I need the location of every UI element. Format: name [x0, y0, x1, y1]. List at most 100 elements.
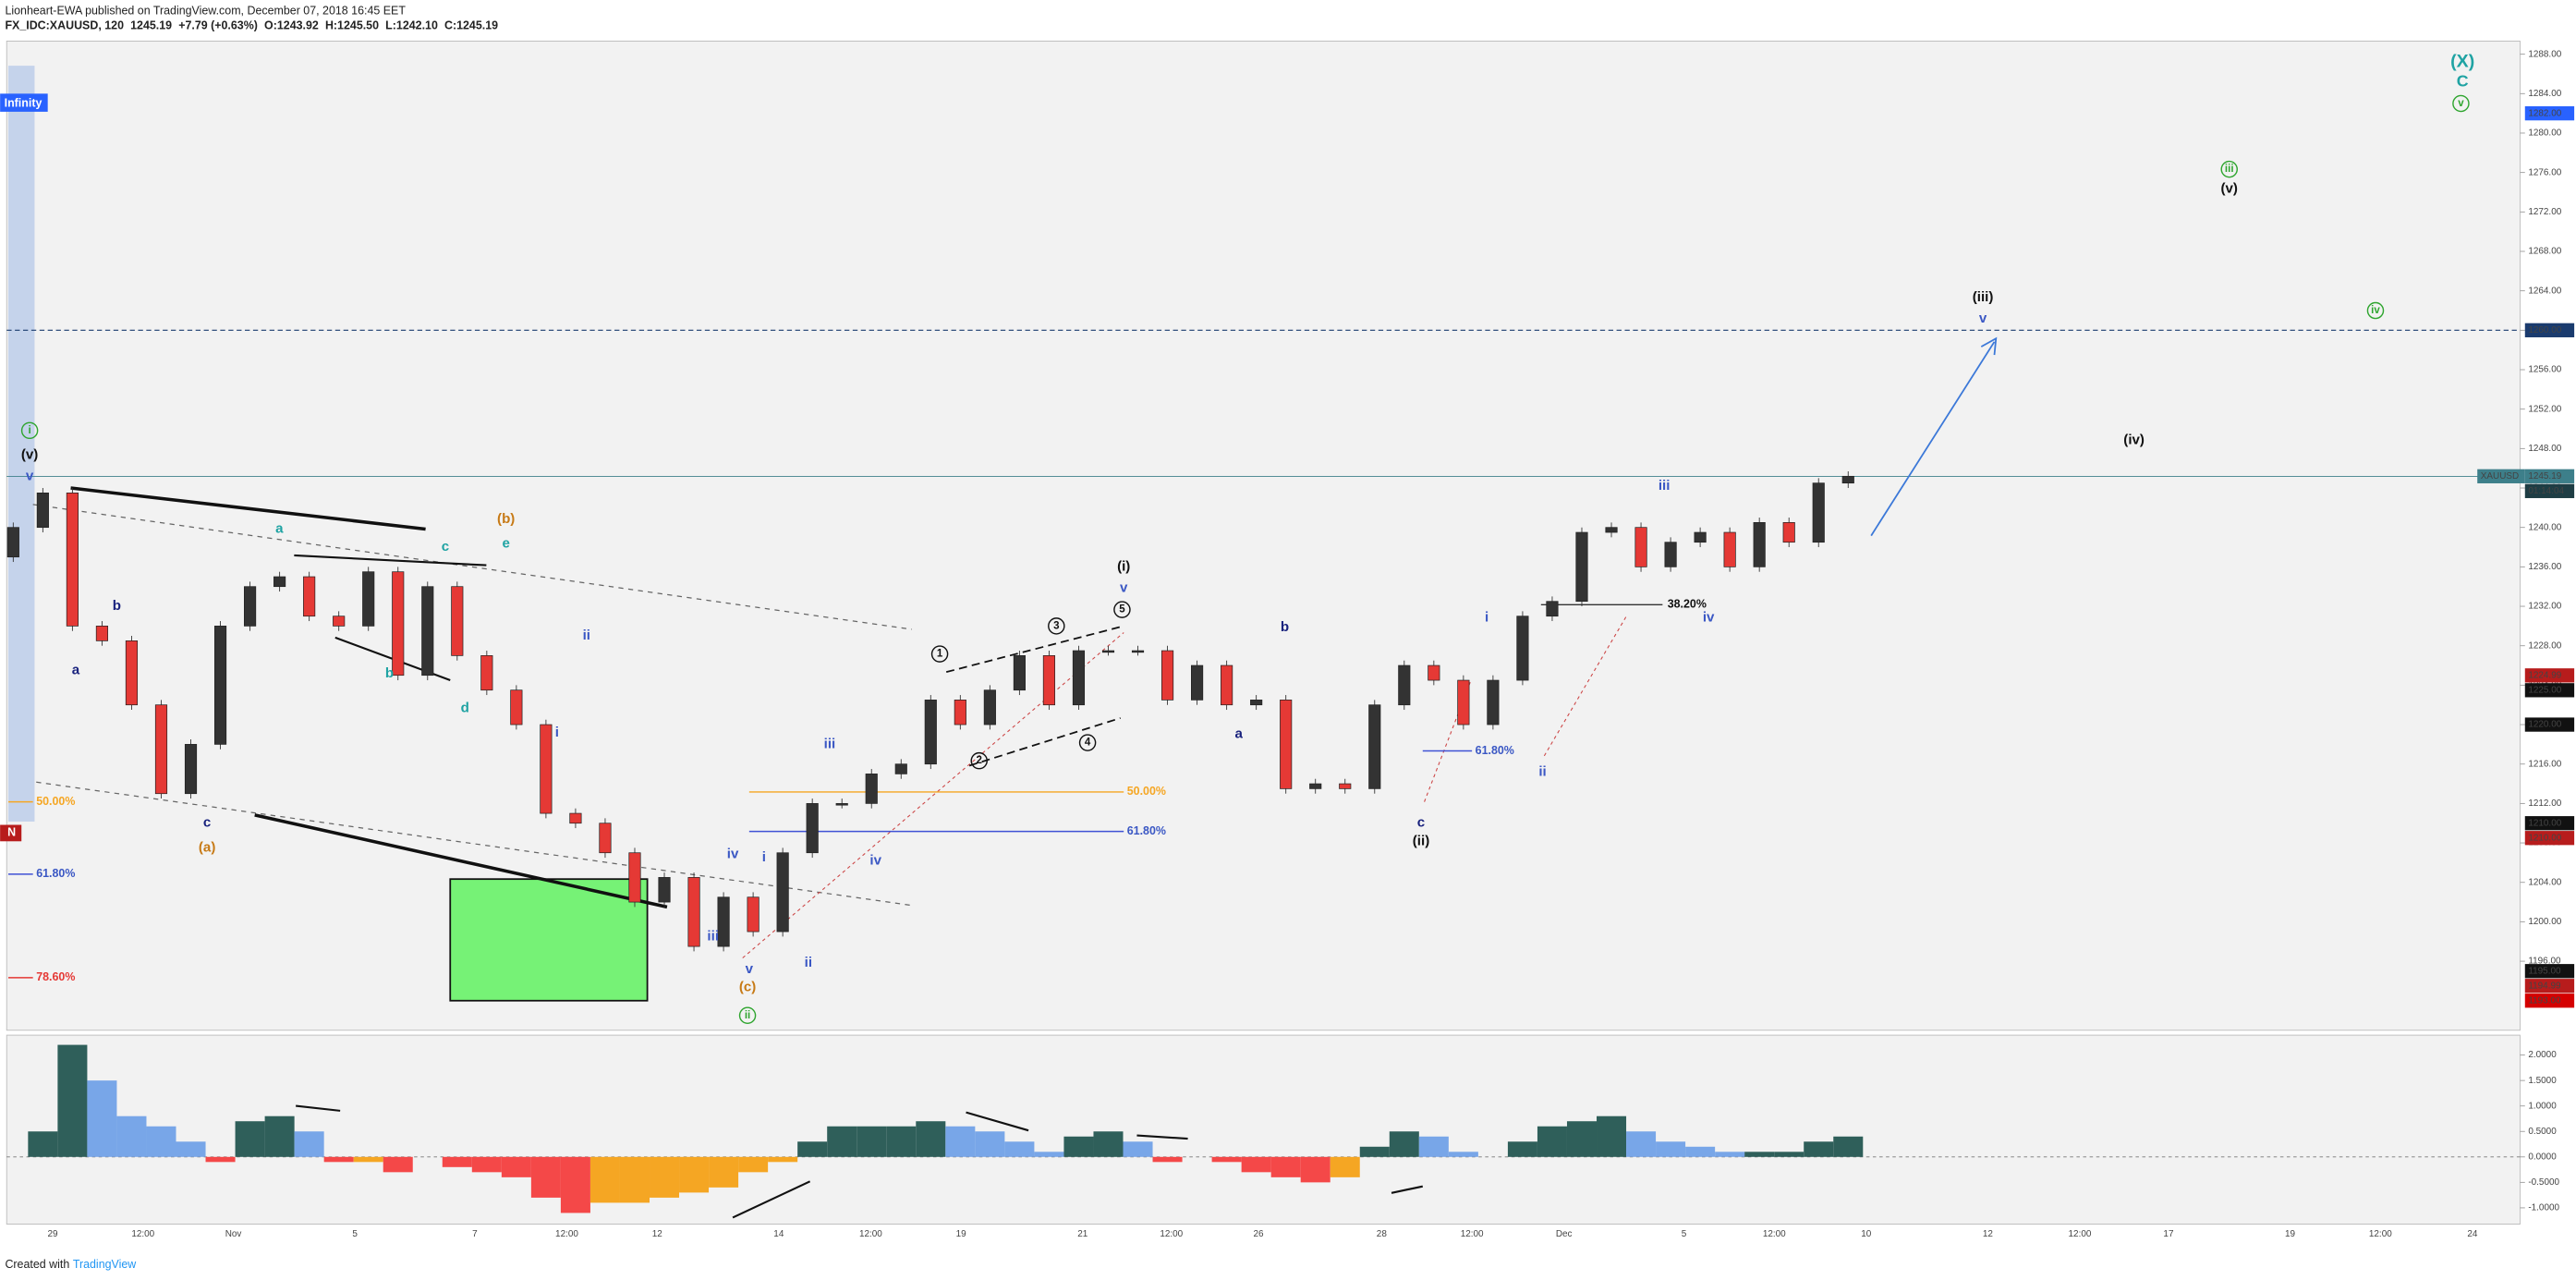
wave-label: (a) — [199, 839, 215, 855]
osc-bar — [1004, 1141, 1035, 1157]
wave-label: 50.00% — [36, 795, 75, 808]
wave-label: 61.80% — [36, 867, 75, 880]
osc-bar — [1804, 1141, 1834, 1157]
y-tick-label: 1256.00 — [2528, 365, 2561, 375]
price-tag — [2524, 469, 2575, 483]
change: +7.79 (+0.63%) — [178, 19, 258, 32]
y-tick-label: 1212.00 — [2528, 798, 2561, 809]
osc-bar — [87, 1080, 117, 1157]
x-tick-label: 29 — [47, 1229, 58, 1239]
osc-bar — [589, 1156, 620, 1203]
osc-bar — [1300, 1156, 1331, 1183]
wave-label: 4 — [1085, 738, 1091, 749]
candle — [1664, 542, 1677, 567]
x-tick-label: 12:00 — [555, 1229, 578, 1239]
osc-bar — [1744, 1152, 1775, 1157]
candle — [36, 493, 49, 529]
candle — [1191, 664, 1204, 701]
candle — [569, 812, 582, 824]
price-tag-label: 1225.00 — [2528, 685, 2561, 695]
candle — [1694, 531, 1707, 543]
price-pane — [6, 41, 2521, 1031]
osc-bar — [679, 1156, 710, 1193]
wave-label: (c) — [739, 980, 756, 995]
x-tick-label: 12:00 — [131, 1229, 154, 1239]
wave-label: ii — [805, 955, 812, 970]
wave-circle — [1048, 617, 1065, 635]
osc-bar — [619, 1156, 650, 1203]
projection-arrow — [1870, 336, 1998, 537]
candle — [1160, 650, 1174, 701]
candle — [1634, 527, 1647, 567]
wave-label: i — [762, 849, 766, 865]
x-tick-label: 24 — [2467, 1229, 2478, 1239]
candle — [125, 640, 139, 706]
osc-tick-label: -1.0000 — [2528, 1203, 2559, 1213]
y-tick-label: 1216.00 — [2528, 759, 2561, 769]
wave-label: iv — [1703, 609, 1715, 625]
candle — [1250, 700, 1263, 706]
wave-label: 61.80% — [1127, 824, 1166, 837]
wave-label: iii — [2225, 164, 2234, 175]
price-tag-label: 1220.00 — [2528, 720, 2561, 730]
candle — [747, 896, 759, 933]
candle — [658, 877, 671, 903]
price-tag — [2524, 717, 2575, 732]
wave-label: 3 — [1053, 620, 1059, 631]
osc-bar — [205, 1156, 236, 1163]
candle — [392, 571, 405, 677]
osc-bar — [353, 1156, 383, 1163]
osc-bar — [975, 1131, 1005, 1157]
osc-bar — [945, 1126, 976, 1157]
wave-label: a — [1234, 726, 1243, 742]
candle — [1428, 664, 1440, 681]
osc-bar — [1241, 1156, 1271, 1173]
x-tick-label: 12:00 — [2069, 1229, 2092, 1239]
x-tick-label: 5 — [352, 1229, 358, 1239]
plot: 1196.001200.001204.001208.001212.001216.… — [5, 49, 2575, 1239]
osc-tick-label: 1.5000 — [2528, 1076, 2557, 1086]
osc-bar — [1656, 1141, 1686, 1157]
trend-lines — [70, 486, 1424, 1219]
candle — [1575, 531, 1588, 603]
osc-bar — [768, 1156, 798, 1163]
open: O:1243.92 — [264, 19, 319, 32]
x-tick-label: 21 — [1077, 1229, 1088, 1239]
osc-bar — [1537, 1126, 1567, 1157]
wave-label: b — [1281, 619, 1289, 635]
wave-circle — [1113, 601, 1131, 618]
y-tick-label: 1232.00 — [2528, 602, 2561, 612]
osc-bar — [827, 1126, 857, 1157]
wave-label: 1 — [937, 649, 943, 660]
osc-bar — [1833, 1136, 1864, 1157]
osc-bar — [57, 1044, 88, 1157]
wave-label: 78.60% — [36, 970, 75, 983]
osc-bar — [1507, 1141, 1537, 1157]
candle — [1457, 679, 1470, 725]
wave-label: e — [503, 535, 510, 551]
osc-bar — [1270, 1156, 1301, 1177]
wave-label: 38.20% — [1668, 598, 1707, 611]
wave-label: 50.00% — [1127, 785, 1166, 798]
y-tick-label: 1268.00 — [2528, 247, 2561, 257]
high: H:1245.50 — [325, 19, 379, 32]
candle — [273, 576, 286, 588]
osc-bar — [294, 1131, 324, 1157]
wave-label: b — [385, 665, 394, 681]
x-tick-label: 12:00 — [1763, 1229, 1786, 1239]
wave-label: (X) — [2450, 52, 2474, 72]
wave-label: a — [275, 520, 284, 536]
countdown-tag — [2524, 483, 2575, 498]
candle — [451, 586, 464, 656]
range-highlight — [8, 66, 35, 822]
candle — [184, 744, 198, 795]
x-tick-label: 28 — [1377, 1229, 1388, 1239]
price-tag-label: 1193.00 — [2528, 995, 2561, 1006]
wave-label: (v) — [2221, 180, 2238, 196]
wave-circle — [930, 645, 949, 663]
wave-label: i — [29, 425, 31, 436]
infinity-box — [0, 93, 48, 112]
candle — [95, 626, 109, 641]
wave-label: (ii) — [1413, 833, 1429, 848]
x-tick-label: Dec — [1556, 1229, 1573, 1239]
